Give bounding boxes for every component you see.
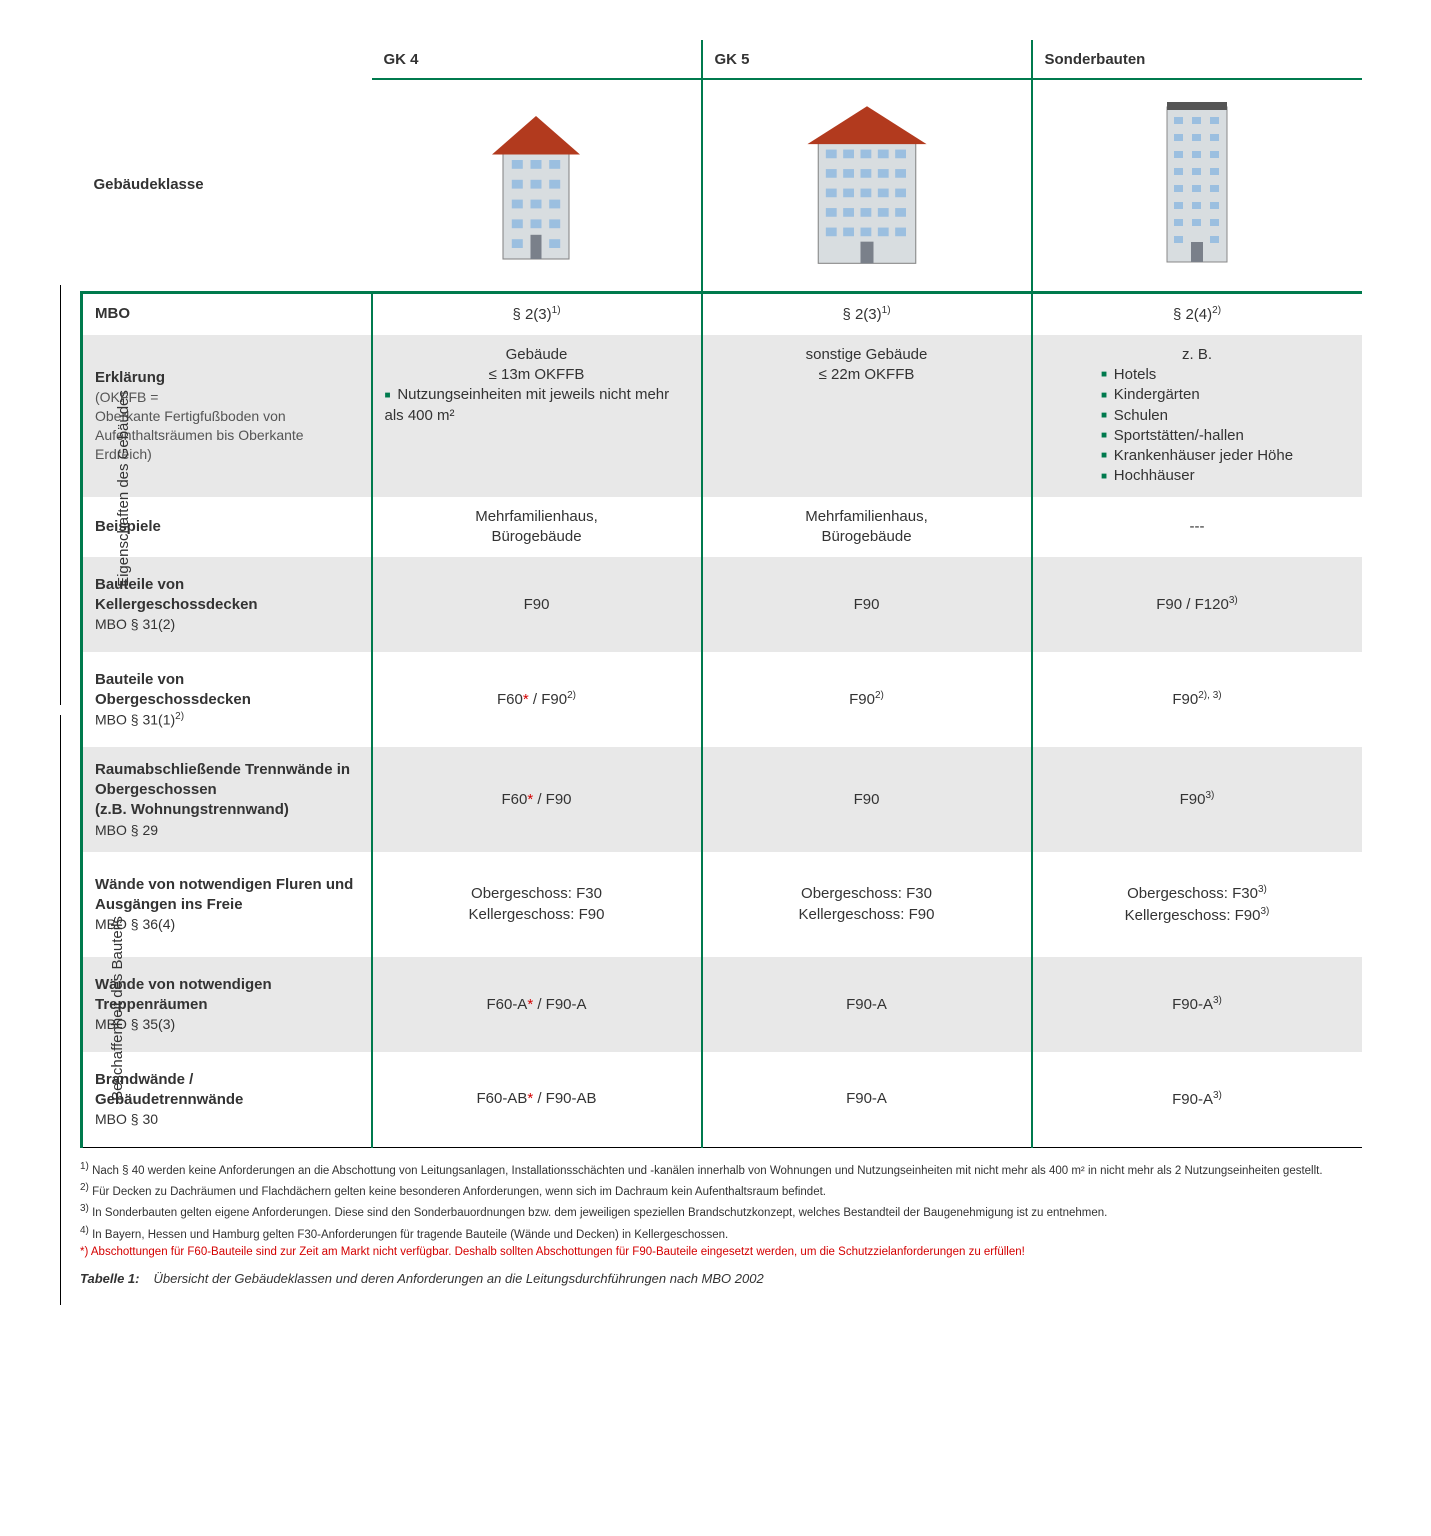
oberg-gk4: F60* / F902) [372, 652, 702, 747]
keller-gk5: F90 [702, 557, 1032, 652]
keller-sonder: F90 / F1203) [1032, 557, 1362, 652]
erkl-gk4: Gebäude ≤ 13m OKFFB Nutzungseinheiten mi… [372, 335, 702, 497]
treppe-gk5: F90-A [702, 957, 1032, 1052]
building-icon-gk4 [372, 79, 702, 292]
sonder-bullet-list: Hotels Kindergärten Schulen Sportstätten… [1101, 365, 1293, 487]
footnote-2: 2) Für Decken zu Dachräumen und Flachdäc… [80, 1181, 1360, 1200]
building-class-table: GK 4 GK 5 Sonderbauten Gebäudeklasse [80, 40, 1362, 1148]
row-erklaerung: Erklärung (OKFFB = Oberkante Fertigfußbo… [82, 335, 1362, 497]
footnote-3: 3) In Sonderbauten gelten eigene Anforde… [80, 1202, 1360, 1221]
erkl-gk5: sonstige Gebäude ≤ 22m OKFFB [702, 335, 1032, 497]
row-flure: Wände von notwendigen Fluren und Ausgäng… [82, 852, 1362, 957]
trenn-gk4: F60* / F90 [372, 747, 702, 852]
treppe-sonder: F90-A3) [1032, 957, 1362, 1052]
col-head-gk4: GK 4 [372, 40, 702, 79]
side-label-eigenschaften: Eigenschaften des Gebäudes [115, 390, 132, 587]
side-bar-bottom [60, 715, 61, 1305]
col-head-gk5: GK 5 [702, 40, 1032, 79]
mbo-gk4: § 2(3)1) [372, 292, 702, 335]
footnotes: 1) Nach § 40 werden keine Anforderungen … [80, 1160, 1360, 1261]
building-icon-gk5 [702, 79, 1032, 292]
footnote-star: *) Abschottungen für F60-Bauteile sind z… [80, 1245, 1360, 1261]
brand-gk5: F90-A [702, 1052, 1032, 1147]
beispiele-gk5: Mehrfamilienhaus, Bürogebäude [702, 497, 1032, 558]
label-mbo: MBO [82, 292, 372, 335]
beispiele-sonder: --- [1032, 497, 1362, 558]
side-bar-top [60, 285, 61, 705]
label-trennwaende: Raumabschließende Trenn­wände in Oberges… [82, 747, 372, 852]
label-obergeschoss: Bauteile von Obergeschossdecken MBO § 31… [82, 652, 372, 747]
oberg-gk5: F902) [702, 652, 1032, 747]
header-row: GK 4 GK 5 Sonderbauten [82, 40, 1362, 79]
col-head-sonder: Sonderbauten [1032, 40, 1362, 79]
trenn-gk5: F90 [702, 747, 1032, 852]
beispiele-gk4: Mehrfamilienhaus, Bürogebäude [372, 497, 702, 558]
trenn-sonder: F903) [1032, 747, 1362, 852]
table-caption: Tabelle 1:Übersicht der Gebäudeklassen u… [80, 1271, 1391, 1286]
row-label-gebaeudeklasse: Gebäudeklasse [94, 176, 204, 193]
treppe-gk4: F60-A* / F90-A [372, 957, 702, 1052]
row-beispiele: Beispiele Mehrfamilienhaus, Bürogebäude … [82, 497, 1362, 558]
flure-gk5: Obergeschoss: F30Kellergeschoss: F90 [702, 852, 1032, 957]
keller-gk4: F90 [372, 557, 702, 652]
icon-row: Gebäudeklasse [82, 79, 1362, 292]
flure-gk4: Obergeschoss: F30Kellergeschoss: F90 [372, 852, 702, 957]
brand-sonder: F90-A3) [1032, 1052, 1362, 1147]
row-keller: Bauteile von Kellergeschossdecken MBO § … [82, 557, 1362, 652]
footnote-4: 4) In Bayern, Hessen und Hamburg gelten … [80, 1224, 1360, 1243]
brand-gk4: F60-AB* / F90-AB [372, 1052, 702, 1147]
oberg-sonder: F902), 3) [1032, 652, 1362, 747]
side-label-beschaffenheit: Beschaffenheit des Bauteils [109, 916, 126, 1101]
row-obergeschoss: Bauteile von Obergeschossdecken MBO § 31… [82, 652, 1362, 747]
row-treppenraeume: Wände von notwendigen Treppenräumen MBO … [82, 957, 1362, 1052]
erkl-sonder: z. B. Hotels Kindergärten Schulen Sports… [1032, 335, 1362, 497]
row-brandwaende: Brandwände / Gebäudetrennwände MBO § 30 … [82, 1052, 1362, 1147]
building-icon-sonder [1032, 79, 1362, 292]
flure-sonder: Obergeschoss: F303) Kellergeschoss: F903… [1032, 852, 1362, 957]
mbo-sonder: § 2(4)2) [1032, 292, 1362, 335]
row-trennwaende: Raumabschließende Trenn­wände in Oberges… [82, 747, 1362, 852]
footnote-1: 1) Nach § 40 werden keine Anforderungen … [80, 1160, 1360, 1179]
row-mbo: MBO § 2(3)1) § 2(3)1) § 2(4)2) [82, 292, 1362, 335]
building-class-table-wrapper: Eigenschaften des Gebäudes Beschaffenhei… [80, 40, 1391, 1148]
mbo-gk5: § 2(3)1) [702, 292, 1032, 335]
